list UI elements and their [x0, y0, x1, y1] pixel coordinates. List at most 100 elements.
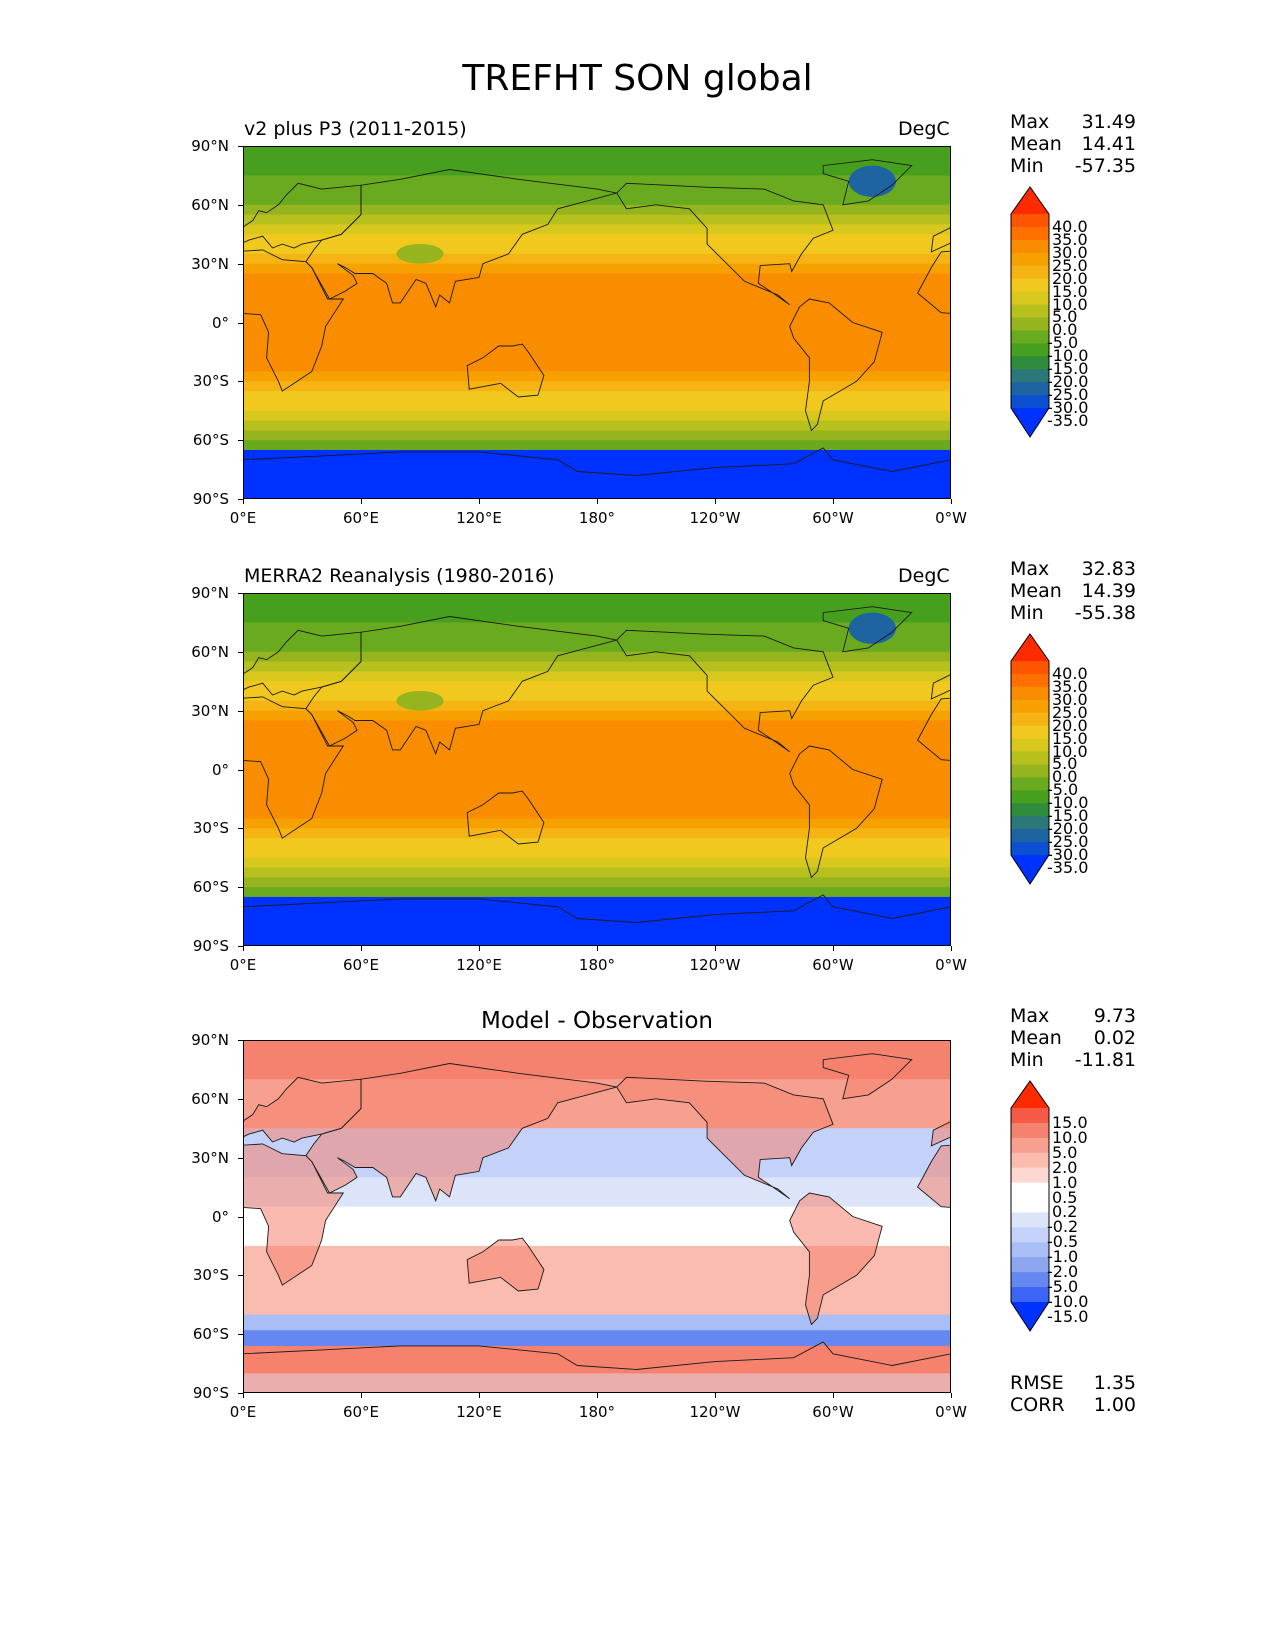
coastline-africa: [243, 1143, 345, 1286]
colorbar-tick-label: -30.0: [1047, 845, 1089, 864]
stat-value: 0.02: [1093, 1027, 1136, 1049]
latitude-tick-label: 90°S: [192, 1384, 229, 1402]
colorbar: [1010, 186, 1050, 438]
longitude-tick-label: 60°W: [812, 956, 854, 974]
stat-value: 9.73: [1093, 1005, 1136, 1027]
colorbar-segment: [1011, 699, 1049, 714]
colorbar-extend-max: [1011, 634, 1049, 661]
temperature-band: [243, 195, 951, 206]
longitude-tick-label: 0°E: [229, 509, 257, 527]
temperature-band: [243, 789, 951, 800]
latitude-tick-label: 90°S: [192, 490, 229, 508]
longitude-tick-label: 60°W: [812, 509, 854, 527]
latitude-tick-mark: [238, 1393, 243, 1394]
longitude-tick-label: 60°E: [342, 1403, 380, 1421]
temperature-band: [243, 185, 951, 196]
colorbar-segment: [1011, 304, 1049, 318]
colorbar-tick-label: -0.5: [1047, 1232, 1079, 1252]
coastline-australia: [466, 1237, 545, 1292]
stat-name: Mean: [1010, 580, 1062, 602]
colorbar-tick-label: -20.0: [1047, 819, 1089, 839]
colorbar-segment: [1011, 343, 1049, 357]
coastline-samerica: [789, 298, 883, 432]
temperature-band: [243, 361, 951, 373]
temperature-feature: [396, 691, 444, 711]
longitude-tick-label: 60°E: [342, 509, 380, 527]
temperature-band: [243, 263, 951, 275]
temperature-feature: [848, 612, 896, 644]
colorbar-segment: [1011, 777, 1049, 791]
temperature-band: [243, 926, 951, 937]
colorbar-tick-label: -35.0: [1047, 857, 1089, 877]
longitude-tick-label: 0°E: [229, 1403, 257, 1421]
colorbar-tick-label: 0.5: [1052, 1187, 1078, 1207]
colorbar-tick-label: 0.0: [1052, 767, 1078, 787]
colorbar: [1010, 633, 1050, 885]
stat-row: Min -11.81: [1010, 1049, 1136, 1071]
coastline-namerica: [616, 629, 834, 753]
temperature-band: [243, 730, 951, 741]
colorbar-segment: [1011, 686, 1049, 701]
colorbar-tick-label: 35.0: [1052, 229, 1088, 249]
latitude-tick-label: 0°: [211, 313, 229, 332]
colorbar-tick-label: -15.0: [1047, 359, 1089, 379]
colorbar-segment: [1011, 1108, 1049, 1124]
coastlines: [243, 606, 951, 946]
stat-row: Min -55.38: [1010, 602, 1136, 624]
temperature-band: [243, 808, 951, 820]
latitude-tick-mark: [238, 322, 243, 324]
temperature-band: [243, 244, 951, 255]
longitude-tick-label: 180°: [578, 509, 616, 527]
longitude-tick-label: 180°: [578, 1403, 616, 1421]
latitude-tick-mark: [238, 204, 243, 206]
temperature-band: [243, 700, 951, 712]
colorbar-segment: [1011, 317, 1049, 331]
panel-title-left: v2 plus P3 (2011-2015): [244, 118, 467, 140]
temperature-band: [243, 838, 951, 849]
temperature-band: [243, 661, 951, 673]
colorbar-tick-label: 35.0: [1052, 676, 1088, 696]
colorbar-tick-label: 25.0: [1052, 255, 1088, 275]
temperature-band: [243, 602, 951, 614]
colorbar-tick-label: -5.0: [1047, 780, 1079, 800]
coastline-samerica: [789, 1192, 883, 1326]
temperature-band: [243, 214, 951, 226]
temperature-feature: [396, 244, 444, 264]
colorbar-tick-label: -10.0: [1047, 793, 1089, 813]
stat-name: Min: [1010, 602, 1044, 624]
colorbar-extend-max: [1011, 1081, 1049, 1108]
colorbar-tick-label: 30.0: [1052, 689, 1088, 709]
temperature-band: [243, 253, 951, 265]
longitude-tick-label: 0°W: [935, 509, 967, 527]
stat-value: 32.83: [1081, 558, 1136, 580]
latitude-tick-mark: [238, 1216, 243, 1218]
coastline-greenland: [822, 606, 913, 653]
temperature-band: [243, 779, 951, 790]
stat-value: 14.41: [1081, 133, 1136, 155]
stat-row: Min -57.35: [1010, 155, 1136, 177]
latitude-tick-mark: [238, 887, 243, 889]
temperature-band: [243, 720, 951, 731]
latitude-tick-label: 90°N: [191, 584, 229, 602]
colorbar-segment: [1011, 673, 1049, 688]
colorbar-segment: [1011, 1152, 1049, 1169]
temperature-map: [243, 146, 951, 499]
temperature-band: [243, 769, 951, 780]
panel-stats: Max 31.49 Mean 14.41 Min -57.35: [1010, 111, 1136, 177]
longitude-tick-mark: [243, 499, 244, 504]
colorbar-tick-label: 10.0: [1052, 1127, 1088, 1147]
stat-value: 1.00: [1093, 1394, 1136, 1416]
temperature-band: [243, 710, 951, 722]
colorbar-segment: [1011, 369, 1049, 383]
temperature-band: [243, 459, 951, 471]
latitude-tick-mark: [238, 381, 243, 383]
colorbar-tick-label: -1.0: [1047, 1247, 1079, 1267]
colorbar-extend-min: [1011, 1302, 1049, 1331]
colorbar-segment: [1011, 829, 1049, 843]
longitude-tick-label: 120°W: [689, 956, 741, 974]
colorbar-segment: [1011, 395, 1049, 409]
temperature-band: [243, 887, 951, 898]
latitude-tick-mark: [238, 769, 243, 771]
latitude-tick-label: 60°N: [191, 195, 229, 214]
temperature-band: [243, 430, 951, 441]
